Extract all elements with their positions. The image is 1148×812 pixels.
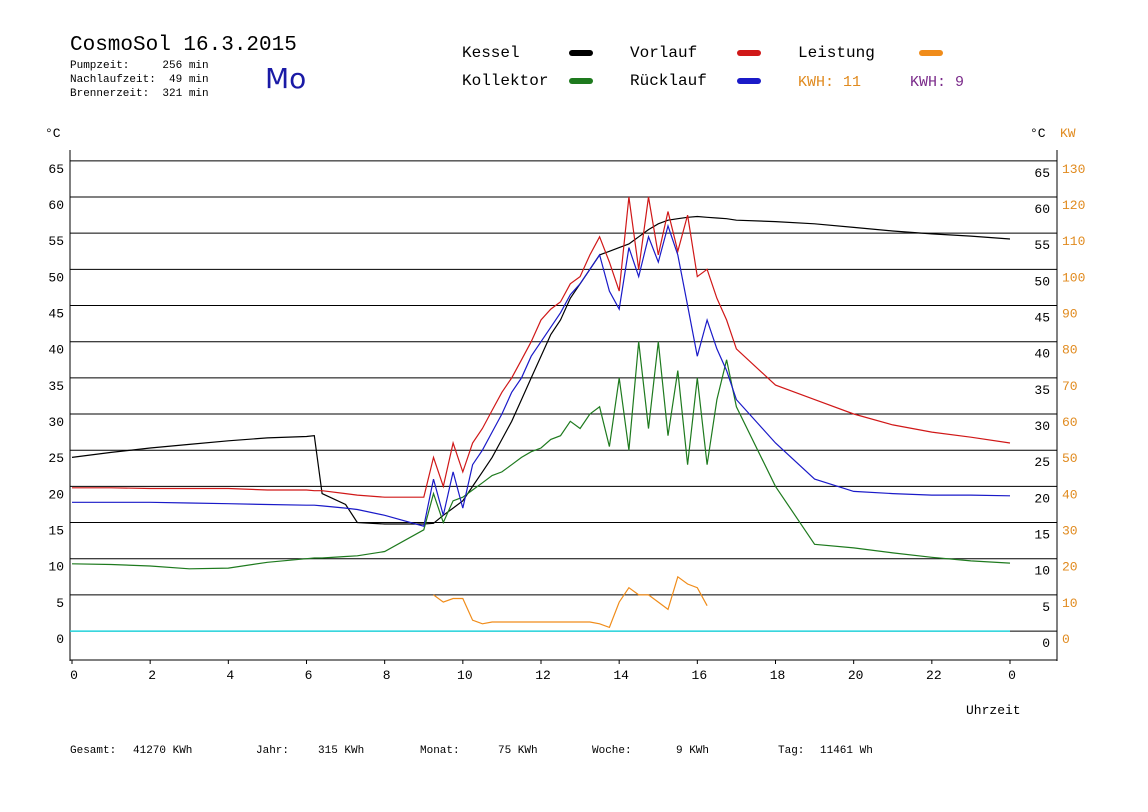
y-tick-label-right: 10 <box>1034 564 1050 579</box>
y2-tick-label: 60 <box>1062 415 1078 430</box>
y-tick-label: 60 <box>48 198 64 213</box>
y2-tick-label: 70 <box>1062 379 1078 394</box>
y-tick-label: 30 <box>48 415 64 430</box>
legend-label: Vorlauf <box>630 44 697 62</box>
y-tick-label-right: 50 <box>1034 274 1050 289</box>
y2-tick-label: 10 <box>1062 596 1078 611</box>
y2-tick-label: 0 <box>1062 632 1070 647</box>
footer: Gesamt: 41270 KWh Jahr: 315 KWh Monat: 75 KWh… <box>70 745 873 757</box>
series-line <box>71 341 1011 570</box>
legend-label: Leistung <box>798 44 875 62</box>
stat: Nachlaufzeit: 49 min <box>70 74 209 86</box>
series-line <box>72 223 1011 527</box>
y-tick-label: 65 <box>48 162 64 177</box>
y-tick-label: 5 <box>56 596 64 611</box>
stat: Pumpzeit: 256 min <box>70 60 209 72</box>
y2-tick-label: 40 <box>1062 487 1078 502</box>
x-tick-label: 18 <box>770 668 786 683</box>
kwh-label: KWH: 11 <box>798 74 861 91</box>
footer-value: 315 KWh <box>318 745 364 757</box>
x-tick-label: 2 <box>148 668 156 683</box>
y2-tick-label: 110 <box>1062 234 1085 249</box>
y2-tick-label: 130 <box>1062 162 1085 177</box>
y2-tick-label: 20 <box>1062 560 1078 575</box>
y-axis-label: °C <box>45 126 61 141</box>
weekday: Mo <box>265 62 306 95</box>
x-tick-label: 10 <box>457 668 473 683</box>
y-tick-label-right: 55 <box>1034 238 1050 253</box>
legend-label: Rücklauf <box>630 72 707 90</box>
y-tick-label-right: 0 <box>1042 636 1050 651</box>
y-tick-label: 10 <box>48 560 64 575</box>
y-tick-label: 20 <box>48 487 64 502</box>
kwh-label: KWH: 9 <box>910 74 964 91</box>
x-tick-label: 16 <box>692 668 708 683</box>
y2-axis-label: KW <box>1060 126 1076 141</box>
x-tick-label: 0 <box>1008 668 1016 683</box>
x-tick-label: 4 <box>226 668 234 683</box>
y-tick-label-right: 45 <box>1034 311 1050 326</box>
y-tick-label-right: 65 <box>1034 166 1050 181</box>
x-tick-label: 8 <box>383 668 391 683</box>
y-tick-label: 15 <box>48 524 64 539</box>
y2-tick-label: 80 <box>1062 343 1078 358</box>
legend-label: Kessel <box>462 44 520 62</box>
y-tick-label: 0 <box>56 632 64 647</box>
x-tick-label: 6 <box>305 668 313 683</box>
chart-title: CosmoSol 16.3.2015 <box>70 34 297 57</box>
x-tick-label: 20 <box>848 668 864 683</box>
y-tick-label-right: 25 <box>1034 455 1050 470</box>
footer-label: Tag: <box>778 745 804 757</box>
y-tick-label-right: 35 <box>1034 383 1050 398</box>
footer-value: 41270 KWh <box>133 745 192 757</box>
footer-value: 11461 Wh <box>820 745 873 757</box>
x-tick-label: 12 <box>535 668 551 683</box>
y2-tick-label: 120 <box>1062 198 1085 213</box>
y-tick-label: 45 <box>48 307 64 322</box>
y2-tick-label: 90 <box>1062 307 1078 322</box>
footer-label: Jahr: <box>256 745 289 757</box>
footer-label: Woche: <box>592 745 632 757</box>
y-tick-label-right: 30 <box>1034 419 1050 434</box>
y2-tick-label: 100 <box>1062 270 1085 285</box>
y-tick-label-right: 20 <box>1034 491 1050 506</box>
x-axis-label: Uhrzeit <box>966 703 1021 718</box>
x-tick-label: 22 <box>926 668 942 683</box>
y-tick-label-right: 60 <box>1034 202 1050 217</box>
y-tick-label: 25 <box>48 451 64 466</box>
footer-value: 75 KWh <box>498 745 538 757</box>
y2-axis-label: °C <box>1030 126 1046 141</box>
y-tick-label-right: 5 <box>1042 600 1050 615</box>
series-line <box>71 215 1011 525</box>
y-tick-label: 40 <box>48 343 64 358</box>
stat: Brennerzeit: 321 min <box>70 88 209 100</box>
footer-label: Monat: <box>420 745 460 757</box>
y-tick-label: 55 <box>48 234 64 249</box>
y2-tick-label: 30 <box>1062 524 1078 539</box>
y2-tick-label: 50 <box>1062 451 1078 466</box>
series-line <box>72 196 1011 498</box>
y-tick-label-right: 40 <box>1034 347 1050 362</box>
y-tick-label-right: 15 <box>1034 528 1050 543</box>
x-tick-label: 0 <box>70 668 78 683</box>
legend-label: Kollektor <box>462 72 548 90</box>
x-tick-label: 14 <box>613 668 629 683</box>
footer-value: 9 KWh <box>676 745 709 757</box>
footer-label: Gesamt: <box>70 745 116 757</box>
y-tick-label: 50 <box>48 270 64 285</box>
series-line <box>433 575 708 629</box>
y-tick-label: 35 <box>48 379 64 394</box>
